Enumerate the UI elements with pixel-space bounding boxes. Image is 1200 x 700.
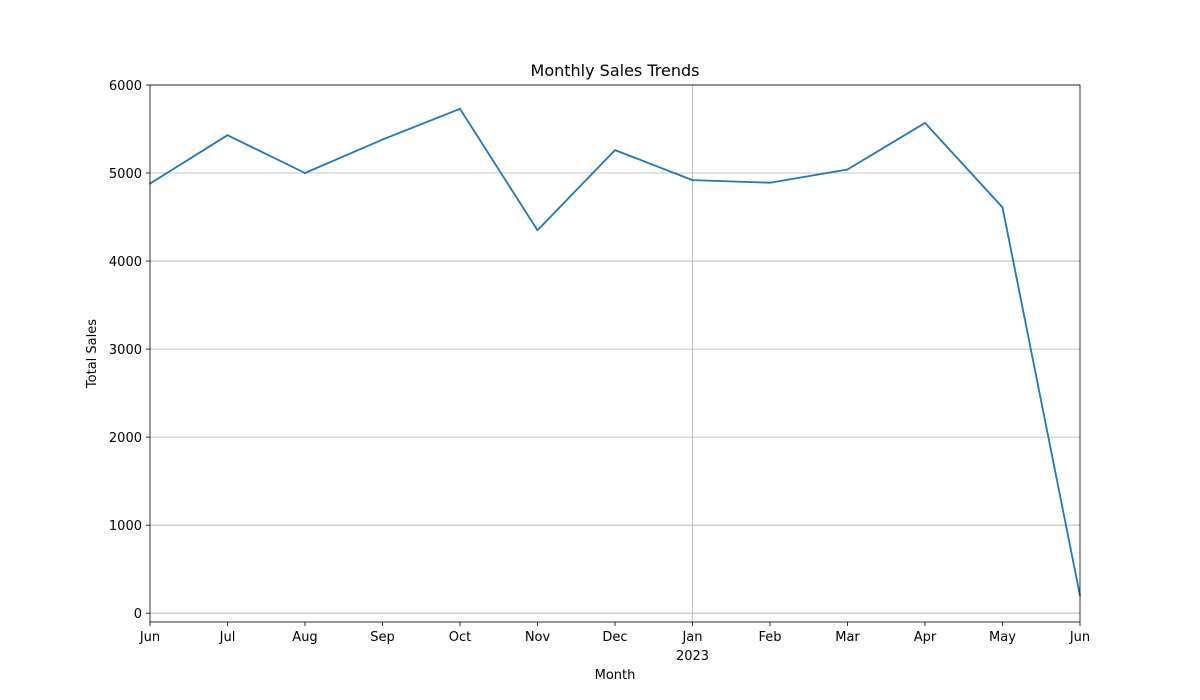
data-point xyxy=(924,121,926,124)
data-point xyxy=(846,168,849,171)
data-point xyxy=(226,134,229,137)
x-tick-label: Dec xyxy=(602,630,627,645)
x-tick-year-label: 2023 xyxy=(676,649,709,664)
x-axis-label: Month xyxy=(595,668,636,683)
x-tick-label: Apr xyxy=(914,630,937,645)
x-tick-label: Jul xyxy=(219,630,236,645)
x-tick-label: Sep xyxy=(370,630,395,645)
data-point xyxy=(614,149,616,152)
data-point xyxy=(1001,206,1004,209)
x-tick-label: Jun xyxy=(1069,630,1090,645)
x-tick-label: Jun xyxy=(139,630,160,645)
x-tick-label: Feb xyxy=(758,630,781,645)
x-tick-label: Jan xyxy=(681,630,702,645)
data-point xyxy=(536,229,539,232)
x-tick-label: May xyxy=(989,630,1016,645)
y-tick-label: 0 xyxy=(134,607,142,622)
data-point xyxy=(381,138,384,141)
y-tick-label: 5000 xyxy=(109,167,142,182)
chart-title: Monthly Sales Trends xyxy=(531,61,700,80)
y-tick-label: 4000 xyxy=(109,255,142,270)
y-tick-label: 6000 xyxy=(109,79,142,94)
x-tick-label: Aug xyxy=(292,630,317,645)
data-point xyxy=(769,181,771,184)
y-axis-label: Total Sales xyxy=(85,319,100,389)
x-tick-label: Oct xyxy=(449,630,471,645)
data-point xyxy=(459,107,461,110)
y-axis: 0 1000 2000 3000 4000 5000 6000 xyxy=(109,79,150,622)
y-tick-label: 3000 xyxy=(109,343,142,358)
data-point xyxy=(691,179,694,181)
y-tick-label: 1000 xyxy=(109,519,142,534)
x-tick-label: Mar xyxy=(835,630,860,645)
data-point xyxy=(304,172,306,174)
series-line xyxy=(149,107,1081,596)
series-layer xyxy=(149,107,1081,597)
x-tick-label: Nov xyxy=(525,630,551,645)
x-axis: Jun Jul Aug Sep Oct Nov Dec Jan Feb Mar Apr May Jun 2… xyxy=(139,622,1090,664)
y-tick-label: 2000 xyxy=(109,431,142,446)
